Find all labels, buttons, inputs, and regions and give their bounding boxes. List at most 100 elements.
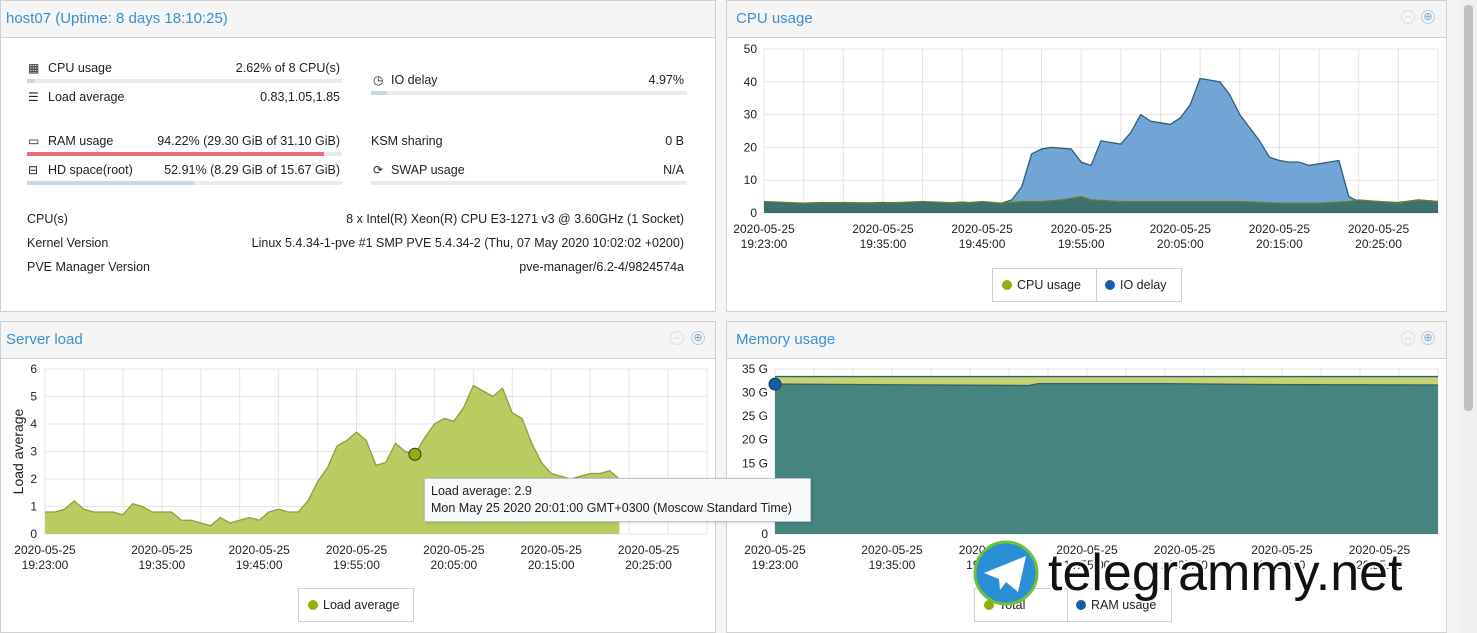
io-delay-bar [371, 91, 687, 95]
collapse-icon[interactable]: – [1401, 10, 1415, 24]
x-tick-label: 2020-05-25 [326, 543, 388, 557]
y-tick-label: 35 G [742, 362, 768, 376]
series-area [764, 78, 1438, 213]
page-scrollbar[interactable] [1460, 0, 1477, 633]
x-tick-label: 20:15:00 [528, 558, 575, 572]
x-tick-label: 19:35:00 [869, 558, 916, 572]
x-tick-label: 2020-05-25 [1056, 543, 1118, 557]
ksm-sharing-value: 0 B [665, 134, 684, 148]
load-average-icon: ☰ [28, 90, 39, 104]
x-tick-label: 2020-05-25 [1050, 222, 1112, 236]
x-tick-label: 2020-05-25 [1150, 222, 1212, 236]
legend-label: Load average [323, 598, 400, 612]
load-chart-legend: Load average [298, 588, 414, 622]
y-tick-label: 3 [30, 445, 37, 459]
collapse-icon[interactable]: – [1401, 331, 1415, 345]
cpu-panel-header: CPU usage – ⊕ [727, 1, 1446, 38]
series-line [763, 195, 1439, 204]
x-tick-label: 2020-05-25 [618, 543, 680, 557]
hdd-icon: ⊟ [28, 163, 39, 177]
memory-usage-chart: 05 G10 G15 G20 G25 G30 G35 G2020-05-2519… [742, 362, 1439, 572]
y-tick-label: 30 [744, 108, 758, 122]
legend-dot-icon [1105, 280, 1115, 290]
cpus-label: CPU(s) [27, 212, 68, 226]
y-tick-label: 5 [30, 390, 37, 404]
x-tick-label: 20:25:00 [1356, 558, 1403, 572]
series-line [45, 384, 620, 527]
x-tick-label: 19:23:00 [741, 237, 788, 251]
legend-item-load-average[interactable]: Load average [308, 598, 399, 612]
y-tick-label: 25 G [742, 409, 768, 423]
x-tick-label: 19:23:00 [22, 558, 69, 572]
memory-panel-title: Memory usage [736, 331, 836, 348]
collapse-icon[interactable]: – [670, 331, 684, 345]
pve-manager-version-value: pve-manager/6.2-4/9824574a [519, 260, 684, 274]
y-tick-label: 0 [30, 527, 37, 541]
load-panel-title: Server load [6, 331, 83, 348]
server-load-panel: Server load – ⊕ 0 1 2 3 4 5 6 2020-05-25 19:23:0… [0, 321, 716, 633]
y-axis-label: Load average [10, 408, 26, 494]
x-tick-label: 19:45:00 [236, 558, 283, 572]
legend-dot-icon [984, 600, 994, 610]
legend-dot-icon [308, 600, 318, 610]
cpu-usage-chart: 010203040502020-05-2519:23:002020-05-251… [733, 42, 1439, 251]
refresh-icon: ⟳ [373, 163, 384, 177]
y-tick-label: 1 [30, 500, 37, 514]
cpu-icon: ▦ [28, 61, 40, 75]
y-tick-label: 4 [30, 417, 37, 431]
hover-point [768, 377, 782, 391]
y-tick-label: 40 [744, 75, 758, 89]
load-average-value: 0.83,1.05,1.85 [260, 90, 340, 104]
x-tick-label: 20:05:00 [1157, 237, 1204, 251]
y-tick-label: 0 [761, 527, 768, 541]
load-average-label: Load average [48, 90, 125, 104]
hd-space-label: HD space(root) [48, 163, 133, 177]
scrollbar-thumb[interactable] [1464, 5, 1473, 411]
legend-divider [1067, 589, 1068, 621]
cpu-usage-label: CPU usage [48, 61, 112, 75]
memory-usage-panel: Memory usage – ⊕ 05 G10 G15 G20 G25 G30 … [726, 321, 1447, 633]
tooltip-timestamp: Mon May 25 2020 20:01:00 GMT+0300 (Mosco… [431, 501, 792, 515]
y-tick-label: 20 [744, 140, 758, 154]
x-tick-label: 2020-05-25 [733, 222, 795, 236]
cpu-usage-panel: CPU usage – ⊕ 0 10 20 30 40 50 2020-05-25 19:23… [726, 0, 1447, 312]
y-tick-label: 50 [744, 42, 758, 56]
x-tick-label: 2020-05-25 [852, 222, 914, 236]
zoom-reset-icon[interactable]: ⊕ [1421, 10, 1435, 24]
status-panel-header: host07 (Uptime: 8 days 18:10:25) [1, 1, 715, 38]
x-tick-label: 2020-05-25 [423, 543, 485, 557]
kernel-version-value: Linux 5.4.34-1-pve #1 SMP PVE 5.4.34-2 (… [251, 236, 684, 250]
x-tick-label: 19:23:00 [752, 558, 799, 572]
swap-usage-label: SWAP usage [391, 163, 465, 177]
cpu-usage-value: 2.62% of 8 CPU(s) [235, 61, 340, 75]
legend-item-io-delay[interactable]: IO delay [1105, 278, 1167, 292]
legend-dot-icon [1076, 600, 1086, 610]
x-tick-label: 20:05:00 [431, 558, 478, 572]
x-tick-label: 2020-05-25 [861, 543, 923, 557]
x-tick-label: 2020-05-25 [131, 543, 193, 557]
chart-tooltip: Load average: 2.9 Mon May 25 2020 20:01:… [424, 478, 811, 522]
y-tick-label: 15 G [742, 456, 768, 470]
clock-icon: ◷ [373, 73, 384, 87]
memory-icon: ▭ [28, 134, 40, 148]
legend-item-cpu-usage[interactable]: CPU usage [1002, 278, 1081, 292]
y-tick-label: 10 [744, 173, 758, 187]
zoom-reset-icon[interactable]: ⊕ [691, 331, 705, 345]
tooltip-value: Load average: 2.9 [431, 484, 532, 498]
zoom-reset-icon[interactable]: ⊕ [1421, 331, 1435, 345]
memory-panel-header: Memory usage – ⊕ [727, 322, 1446, 359]
series-area [764, 196, 1438, 213]
x-tick-label: 20:15:00 [1256, 237, 1303, 251]
x-tick-label: 2020-05-25 [228, 543, 290, 557]
cpu-chart-legend: CPU usage IO delay [992, 268, 1182, 302]
paper-plane-icon [984, 556, 1026, 592]
x-tick-label: 2020-05-25 [1249, 222, 1311, 236]
x-tick-label: 2020-05-25 [1251, 543, 1313, 557]
hd-space-value: 52.91% (8.29 GiB of 15.67 GiB) [164, 163, 340, 177]
x-tick-label: 2020-05-25 [14, 543, 76, 557]
legend-item-ram-usage[interactable]: RAM usage [1076, 598, 1156, 612]
x-tick-label: 2020-05-25 [1349, 543, 1411, 557]
series-area [775, 383, 1438, 534]
io-delay-value: 4.97% [648, 73, 684, 87]
cpu-panel-title: CPU usage [736, 10, 813, 27]
